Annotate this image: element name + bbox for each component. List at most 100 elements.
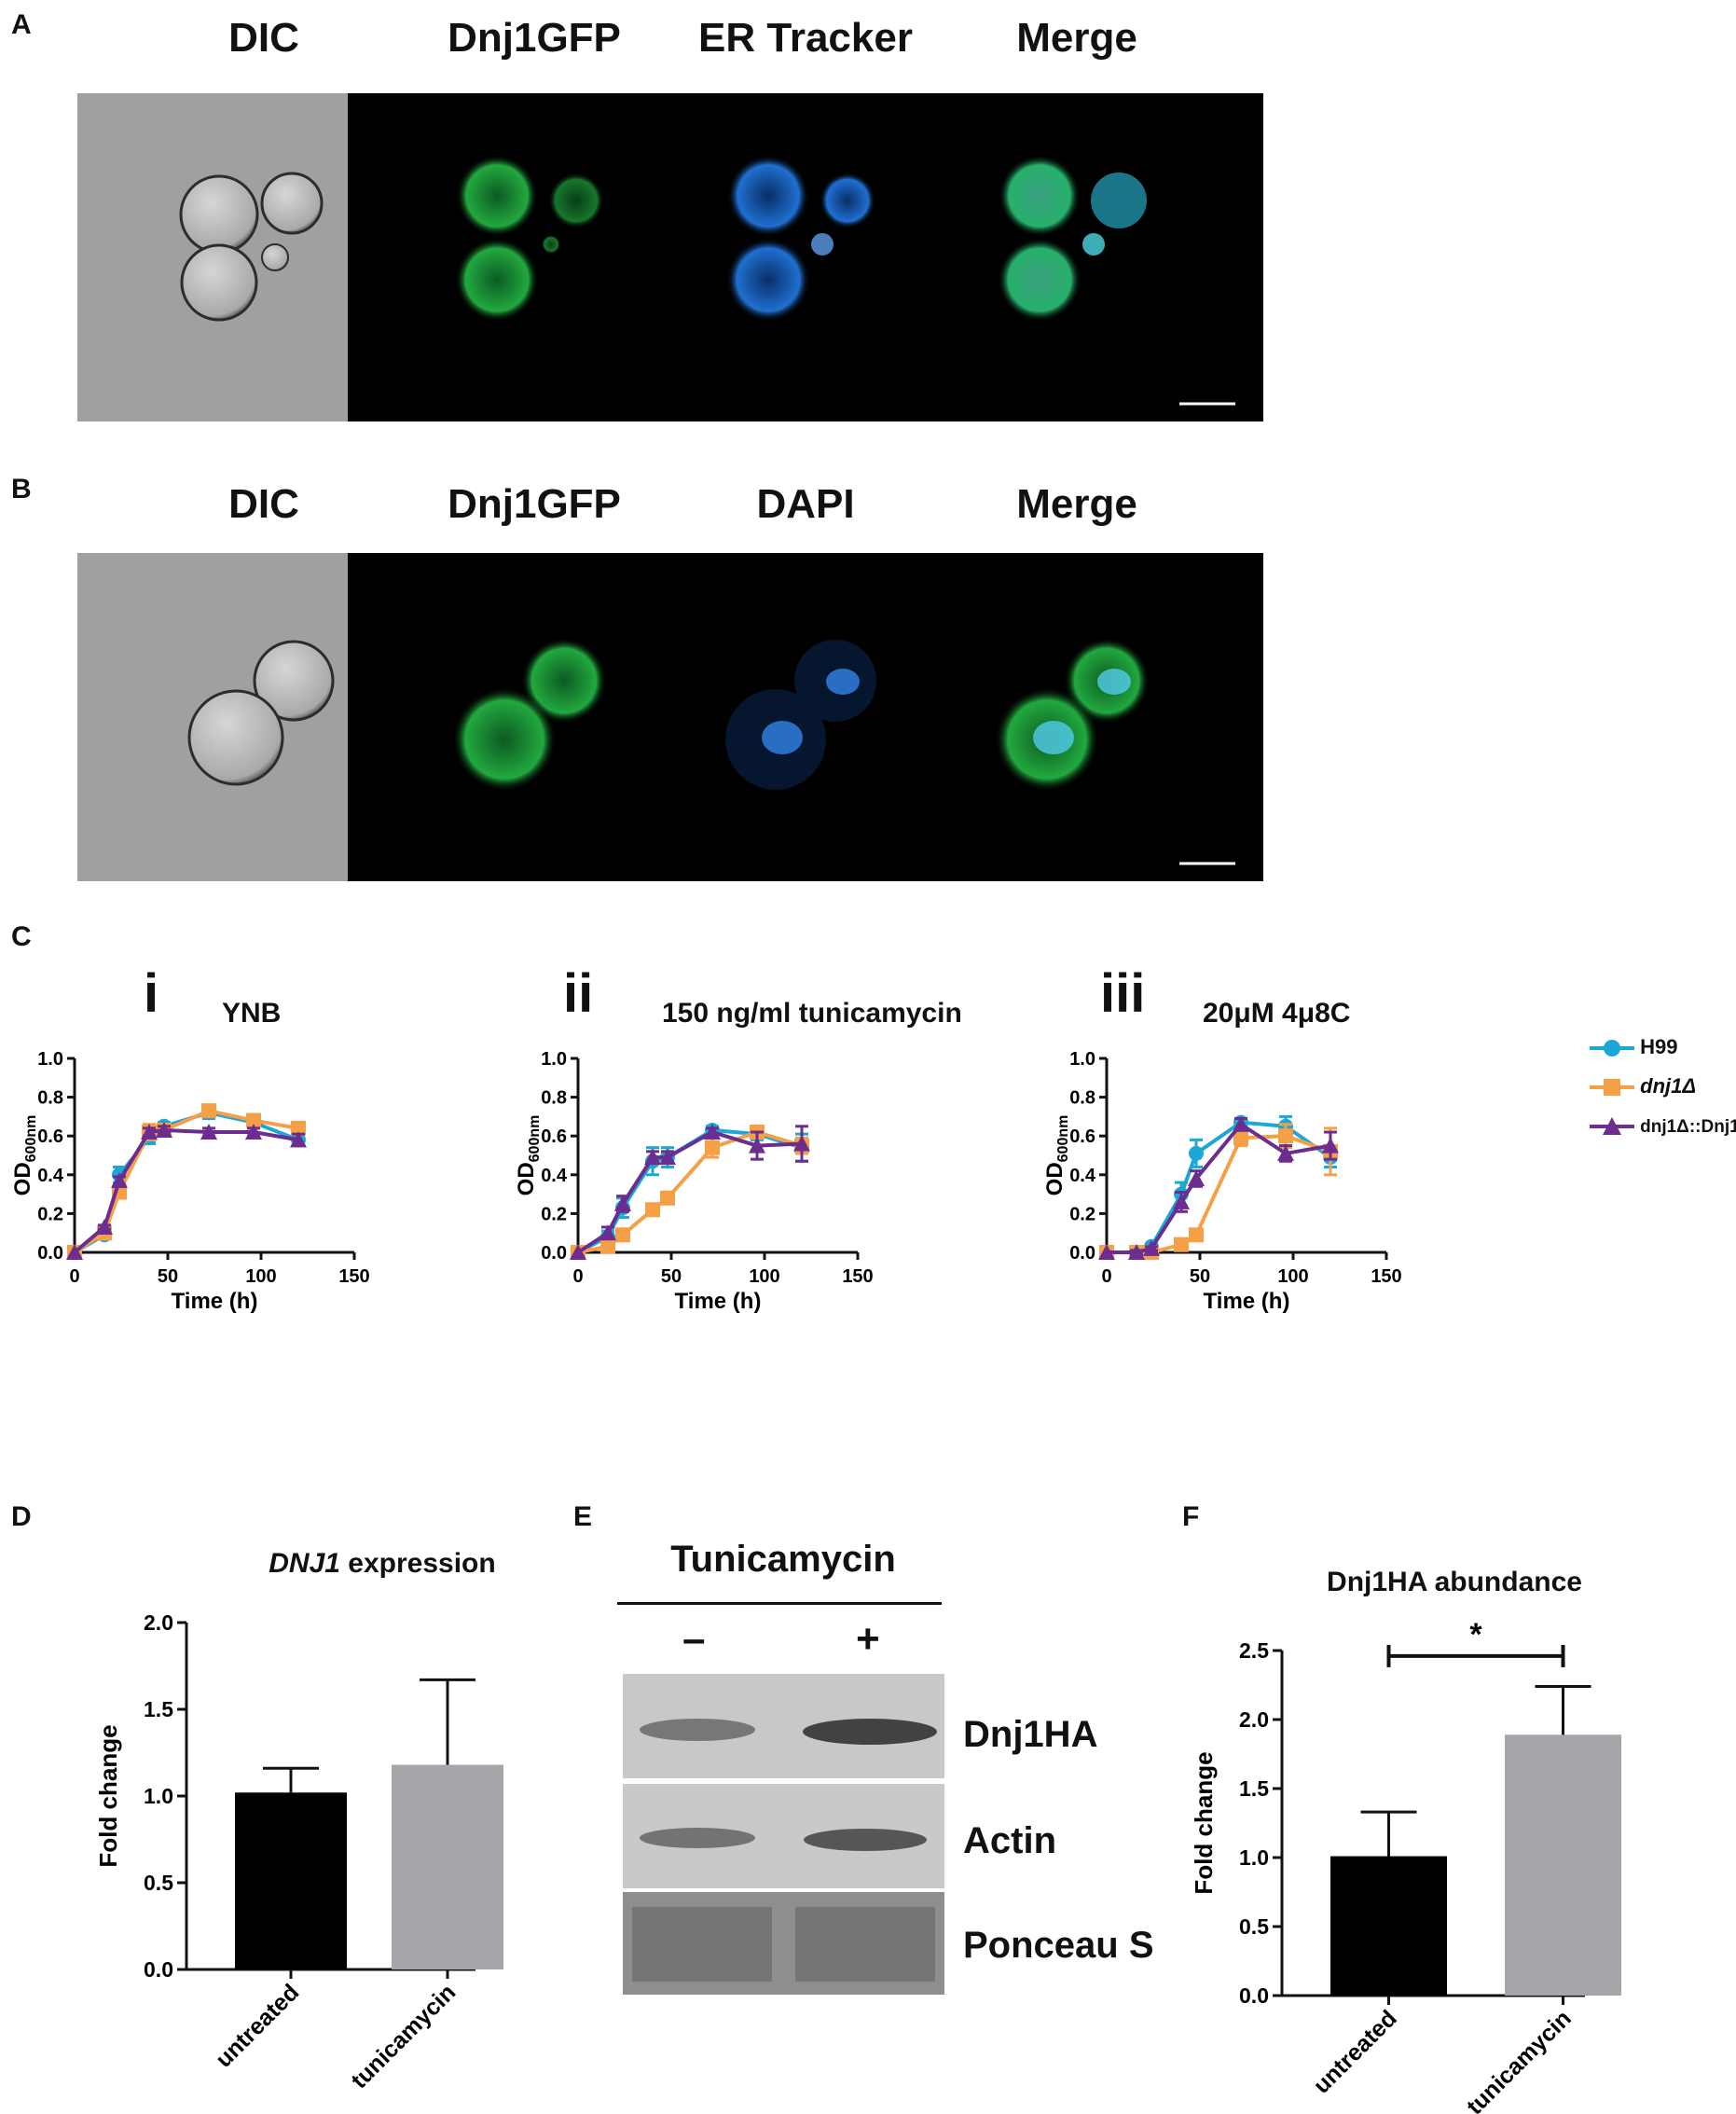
x-tick-label: 150 xyxy=(1371,1266,1401,1287)
blot-label-dnj1ha: Dnj1HA xyxy=(963,1714,1098,1755)
y-axis-title: OD600nm xyxy=(514,1115,543,1196)
y-tick-label: 0.0 xyxy=(144,1957,173,1982)
data-point-dnj1-dnj1ha xyxy=(96,1218,113,1235)
panel-f-label: F xyxy=(1182,1501,1200,1532)
blot-label-ponceau: Ponceau S xyxy=(963,1925,1154,1966)
y-tick-label: 2.0 xyxy=(144,1610,173,1635)
panel-b-label: B xyxy=(11,474,32,504)
panel-b-title-dapi: DAPI xyxy=(756,481,855,527)
panel-a-title-gfp: Dnj1GFP xyxy=(448,15,621,61)
y-axis-title: Fold change xyxy=(94,1724,122,1867)
x-axis-title: Time (h) xyxy=(1204,1289,1290,1314)
chart-cii-title: 150 ng/ml tunicamycin xyxy=(662,998,962,1029)
data-point-dnj1-dnj1ha xyxy=(659,1149,676,1166)
y-tick-label: 0.8 xyxy=(541,1088,567,1109)
y-axis-title: Fold change xyxy=(1190,1751,1218,1894)
legend-item-dnj1-ha: dnj1Δ::Dnj1HA xyxy=(1590,1113,1736,1138)
y-tick-label: 0.0 xyxy=(541,1243,567,1264)
data-point-dnj1 xyxy=(645,1202,660,1218)
bar-chart-dnj1ha-abundance: 0.0 0.5 1.0 1.5 2.0 2.5 Fold change untreated tu… xyxy=(1190,1617,1621,2114)
panel-a-title-er: ER Tracker xyxy=(698,15,913,61)
y-tick-label: 0.6 xyxy=(1069,1126,1095,1147)
y-tick-label: 0.0 xyxy=(1069,1243,1095,1264)
y-tick-label: 0.4 xyxy=(541,1166,568,1186)
y-tick-label: 0.8 xyxy=(37,1088,63,1109)
legend-label-dnj1: dnj1Δ xyxy=(1640,1074,1697,1098)
x-tick-label: 100 xyxy=(749,1266,779,1287)
x-tick-label: 0 xyxy=(1101,1266,1111,1287)
data-point-dnj1-dnj1ha xyxy=(599,1224,616,1241)
x-tick-label: 150 xyxy=(338,1266,369,1287)
y-tick-label: 1.0 xyxy=(1239,1845,1269,1870)
data-point-dnj1-dnj1ha xyxy=(1098,1244,1115,1260)
x-axis-title: Time (h) xyxy=(675,1289,762,1314)
legend-label-h99: H99 xyxy=(1640,1035,1678,1058)
y-tick-label: 1.0 xyxy=(144,1784,173,1808)
series-line-dnj1-dnj1ha xyxy=(73,1127,299,1254)
y-tick-label: 0.5 xyxy=(1239,1914,1269,1939)
bar-tunicamycin xyxy=(392,1764,503,1969)
growth-chart-tunicamycin: 0.0 0.2 0.4 0.6 0.8 1.0 0 50 100 150 Time (h) OD600… xyxy=(514,1049,874,1314)
legend-marker-dnj1-ha xyxy=(1590,1117,1634,1136)
panel-a-title-merge: Merge xyxy=(1016,15,1137,61)
bar-untreated xyxy=(235,1792,347,1969)
bar-tunicamycin xyxy=(1505,1734,1621,1996)
x-axis-title: Time (h) xyxy=(172,1289,258,1314)
data-point-dnj1-dnj1ha xyxy=(614,1195,631,1211)
panel-b-title-merge: Merge xyxy=(1016,481,1137,527)
data-point-dnj1 xyxy=(600,1238,615,1254)
data-point-dnj1-dnj1ha xyxy=(1188,1169,1205,1186)
x-tick-label: 0 xyxy=(69,1266,79,1287)
lane-ponceau-untreated xyxy=(632,1907,772,1982)
y-tick-label: 0.6 xyxy=(541,1126,567,1147)
data-point-dnj1 xyxy=(1174,1237,1189,1252)
subpanel-iii-numeral: iii xyxy=(1100,963,1146,1024)
data-point-dnj1 xyxy=(705,1140,720,1155)
y-tick-label: 2.5 xyxy=(1239,1638,1269,1663)
chart-d-title: DNJ1 expression xyxy=(269,1548,496,1579)
x-tick-label: 100 xyxy=(245,1266,276,1287)
y-tick-label: 1.5 xyxy=(1239,1776,1269,1801)
data-point-dnj1-dnj1ha xyxy=(245,1124,262,1140)
y-tick-label: 2.0 xyxy=(1239,1707,1269,1732)
data-point-dnj1-dnj1ha xyxy=(66,1244,83,1260)
data-point-dnj1-dnj1ha xyxy=(1322,1137,1339,1154)
panel-a-label: A xyxy=(11,9,32,40)
legend-marker-h99 xyxy=(1590,1040,1634,1057)
x-tick-label: 0 xyxy=(572,1266,583,1287)
legend-label-dnj1-ha: dnj1Δ::Dnj1HA xyxy=(1640,1117,1736,1137)
data-point-dnj1 xyxy=(660,1190,675,1206)
data-point-dnj1-dnj1ha xyxy=(1173,1193,1190,1209)
data-point-dnj1-dnj1ha xyxy=(111,1172,128,1189)
blot-header-line xyxy=(617,1602,942,1605)
x-tick-label: 50 xyxy=(158,1266,178,1287)
y-axis-title: OD600nm xyxy=(10,1115,39,1196)
band-actin-tunicamycin xyxy=(804,1829,927,1851)
blot-label-actin: Actin xyxy=(963,1820,1056,1861)
growth-chart-4u8c: 0.0 0.2 0.4 0.6 0.8 1.0 0 50 100 150 Time (h) OD600… xyxy=(1042,1049,1402,1314)
data-point-dnj1-dnj1ha xyxy=(1143,1239,1160,1256)
y-tick-label: 1.0 xyxy=(541,1049,567,1070)
subpanel-i-numeral: i xyxy=(144,963,159,1024)
blot-header: Tunicamycin xyxy=(670,1539,896,1580)
x-tick-label: 50 xyxy=(661,1266,682,1287)
y-tick-label: 0.5 xyxy=(144,1871,173,1895)
x-tick-label-untreated: untreated xyxy=(211,1979,304,2072)
data-point-dnj1 xyxy=(291,1120,306,1136)
merge-image-a xyxy=(890,93,1263,421)
band-dnj1ha-tunicamycin xyxy=(803,1719,937,1745)
data-point-dnj1-dnj1ha xyxy=(1128,1244,1145,1260)
legend-marker-dnj1 xyxy=(1590,1079,1634,1097)
merge-image-b xyxy=(890,553,1263,881)
band-actin-untreated xyxy=(640,1828,755,1848)
y-tick-label: 0.2 xyxy=(541,1204,567,1224)
bar-untreated xyxy=(1330,1856,1447,1996)
data-point-dnj1 xyxy=(1233,1130,1248,1146)
data-point-dnj1 xyxy=(1278,1128,1293,1144)
y-tick-label: 1.5 xyxy=(144,1697,173,1721)
data-point-dnj1 xyxy=(615,1227,630,1243)
data-point-dnj1-dnj1ha xyxy=(644,1149,661,1166)
panel-b-title-dic: DIC xyxy=(228,481,299,527)
chart-f-title: Dnj1HA abundance xyxy=(1327,1567,1582,1597)
legend-item-dnj1: dnj1Δ xyxy=(1590,1074,1696,1098)
